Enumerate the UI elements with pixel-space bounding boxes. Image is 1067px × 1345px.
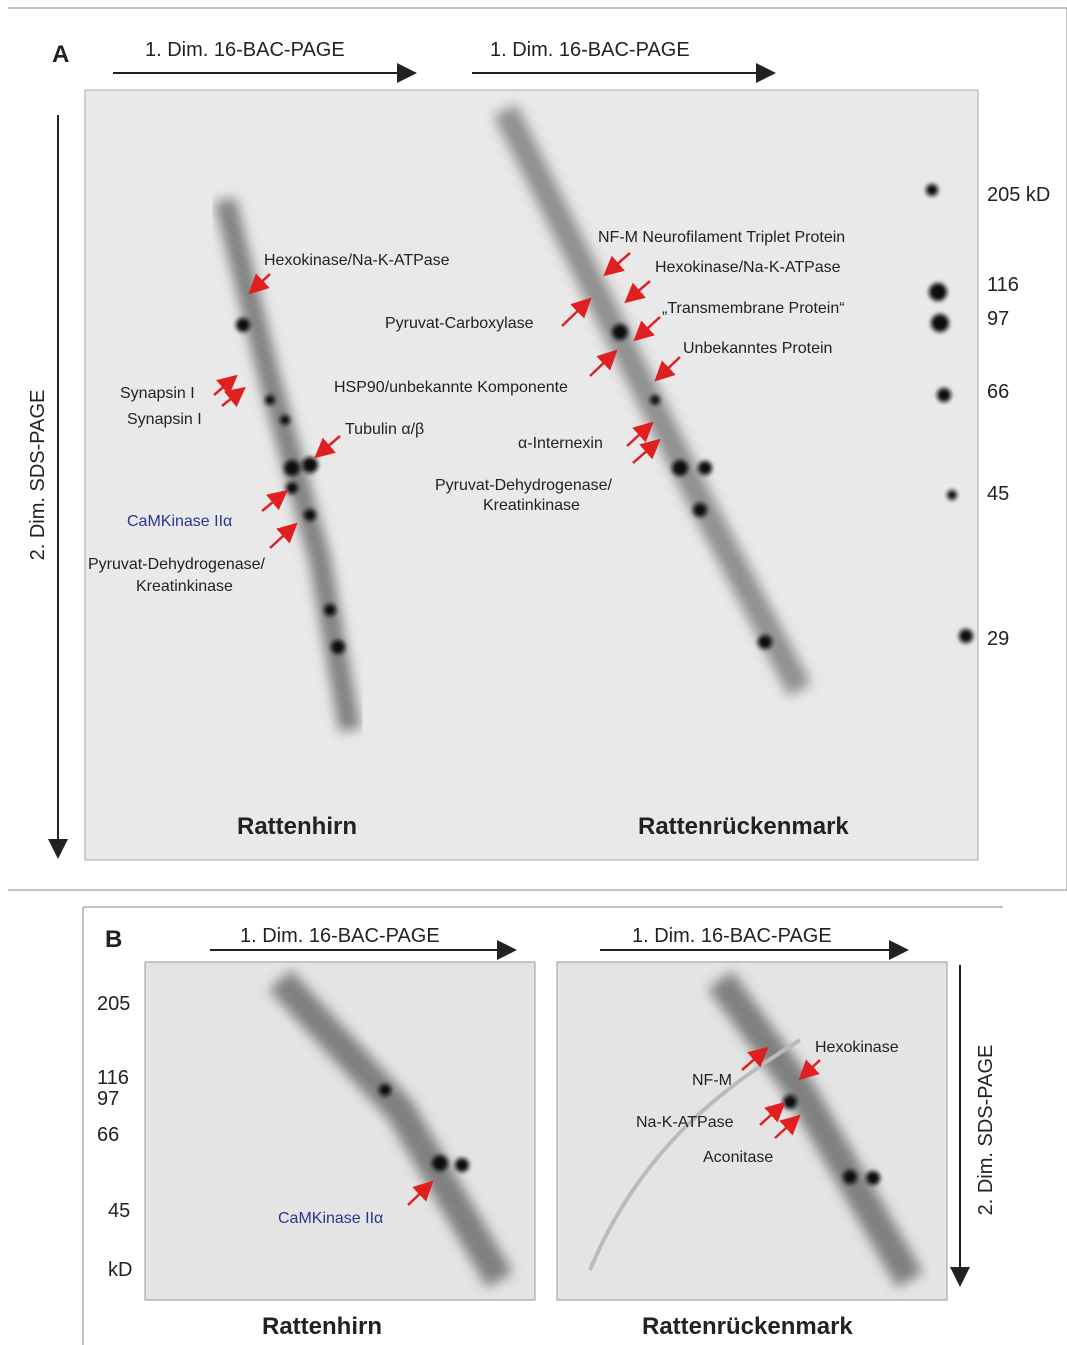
marker: 116: [97, 1067, 129, 1089]
gel-title: Rattenrückenmark: [642, 1313, 853, 1340]
panel-label: B: [105, 926, 122, 953]
annotation: α-Internexin: [518, 435, 603, 452]
marker: 116: [987, 274, 1019, 296]
annotation: NF-M: [692, 1072, 732, 1089]
panel-label: A: [52, 41, 69, 68]
annotation: Kreatinkinase: [483, 497, 580, 514]
arrows: [407, 1046, 821, 1206]
annotation: CaMKinase IIα: [278, 1210, 383, 1227]
frame: [82, 906, 1003, 1345]
annotation: Tubulin α/β: [345, 421, 424, 438]
axis-label: 1. Dim. 16-BAC-PAGE: [632, 925, 832, 947]
annotation: Aconitase: [703, 1149, 773, 1166]
arrows: [213, 252, 681, 549]
annotation: HSP90/unbekannte Komponente: [334, 379, 568, 396]
annotation: Unbekanntes Protein: [683, 340, 832, 357]
marker: 97: [97, 1088, 119, 1110]
annotation: Synapsin I: [120, 385, 195, 402]
marker: 45: [987, 483, 1009, 505]
marker: kD: [108, 1259, 132, 1281]
annotation: Pyruvat-Dehydrogenase/: [435, 477, 613, 494]
marker: 205: [97, 993, 130, 1015]
axis-label: 1. Dim. 16-BAC-PAGE: [240, 925, 440, 947]
gel-spots: [152, 965, 923, 1290]
marker: 45: [108, 1200, 130, 1222]
marker: 66: [987, 381, 1009, 403]
annotation: CaMKinase IIα: [127, 513, 232, 530]
gel-title: Rattenhirn: [237, 813, 357, 840]
annotation: Pyruvat-Dehydrogenase/: [88, 556, 266, 573]
frame: [8, 7, 1067, 891]
axis-label: 1. Dim. 16-BAC-PAGE: [145, 39, 345, 61]
annotation: Kreatinkinase: [136, 578, 233, 595]
annotation: Hexokinase/Na-K-ATPase: [264, 252, 450, 269]
axis-label: 2. Dim. SDS-PAGE: [27, 390, 49, 561]
annotation: „Transmembrane Protein“: [662, 300, 845, 317]
axis-label: 1. Dim. 16-BAC-PAGE: [490, 39, 690, 61]
gel-title: Rattenrückenmark: [638, 813, 849, 840]
axis-label: 2. Dim. SDS-PAGE: [975, 1045, 997, 1216]
annotation: Hexokinase/Na-K-ATPase: [655, 259, 841, 276]
annotation: Na-K-ATPase: [636, 1114, 734, 1131]
annotation: Hexokinase: [815, 1039, 899, 1056]
annotation: Synapsin I: [127, 411, 202, 428]
gel-title: Rattenhirn: [262, 1313, 382, 1340]
marker: 97: [987, 308, 1009, 330]
marker: 66: [97, 1124, 119, 1146]
marker: 205 kD: [987, 184, 1050, 206]
gel-spots: [214, 104, 973, 732]
annotation: NF-M Neurofilament Triplet Protein: [598, 229, 845, 246]
annotation: Pyruvat-Carboxylase: [385, 315, 534, 332]
marker: 29: [987, 628, 1009, 650]
